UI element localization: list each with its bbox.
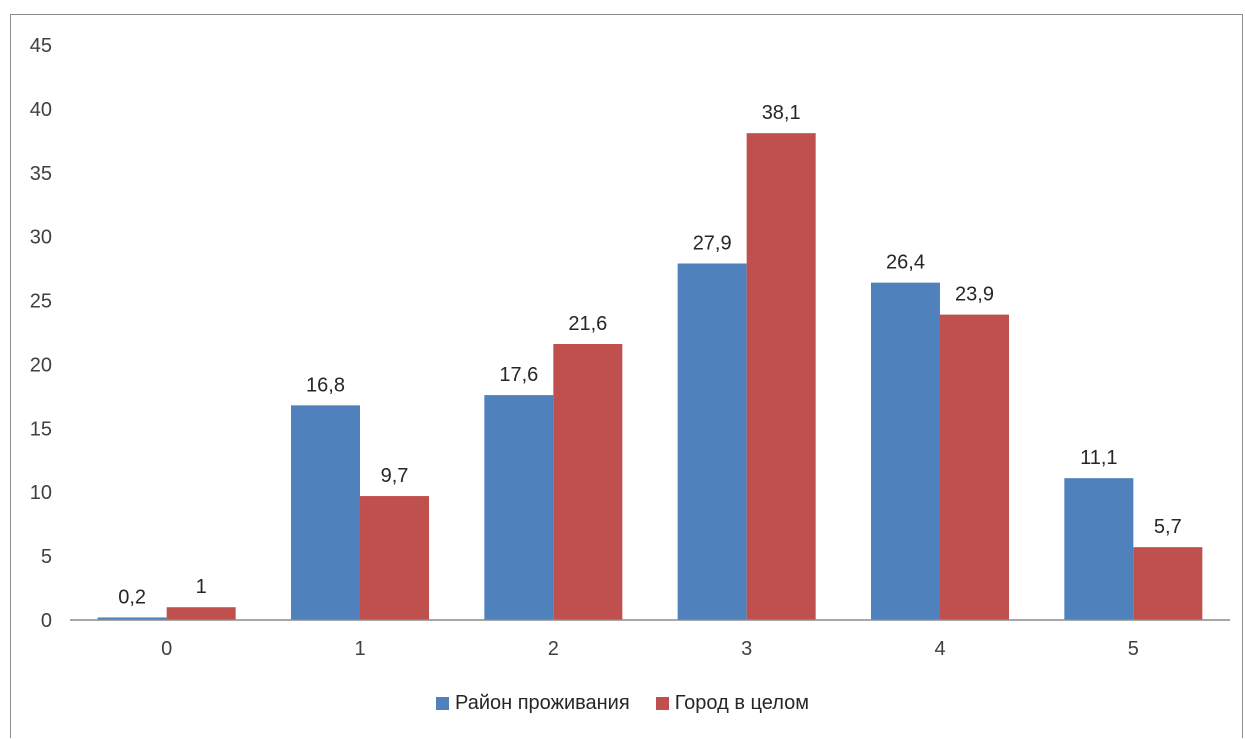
x-tick-label: 3 bbox=[741, 638, 752, 660]
bar-series-2-cat-0[interactable] bbox=[166, 607, 236, 620]
y-tick-label: 0 bbox=[41, 610, 52, 632]
data-label-series-2-cat-2: 21,6 bbox=[568, 313, 607, 335]
data-label-series-1-cat-0: 0,2 bbox=[118, 586, 146, 608]
data-label-series-2-cat-4: 23,9 bbox=[955, 284, 994, 306]
legend-label-series-2: Город в целом bbox=[674, 692, 809, 714]
data-label-series-2-cat-0: 1 bbox=[196, 576, 207, 598]
y-tick-label: 15 bbox=[30, 418, 52, 440]
y-tick-label: 45 bbox=[30, 35, 52, 57]
y-tick-label: 25 bbox=[30, 291, 52, 313]
data-label-series-1-cat-3: 27,9 bbox=[693, 233, 732, 255]
data-label-series-1-cat-1: 16,8 bbox=[306, 374, 345, 396]
bar-series-1-cat-0[interactable] bbox=[97, 617, 167, 620]
bars bbox=[97, 133, 1203, 621]
data-label-series-1-cat-5: 11,1 bbox=[1080, 447, 1117, 469]
x-tick-label: 0 bbox=[161, 638, 172, 660]
legend: Район проживания Город в целом bbox=[0, 692, 1245, 715]
bar-series-1-cat-3[interactable] bbox=[677, 263, 747, 621]
data-labels: 0,2 1 16,8 9,7 17,6 21,6 27,9 38,1 26,4 23,9 11,1 5… bbox=[118, 102, 1181, 608]
y-tick-label: 40 bbox=[30, 99, 52, 121]
bar-series-2-cat-4[interactable] bbox=[940, 314, 1009, 620]
y-tick-label: 20 bbox=[30, 354, 52, 376]
y-tick-label: 5 bbox=[41, 546, 52, 568]
bar-series-1-cat-1[interactable] bbox=[291, 405, 360, 620]
x-tick-label: 1 bbox=[354, 638, 365, 660]
bar-series-2-cat-3[interactable] bbox=[746, 133, 816, 620]
data-label-series-2-cat-5: 5,7 bbox=[1154, 516, 1182, 538]
y-axis-ticks: 0 5 10 15 20 25 30 35 40 45 bbox=[30, 35, 52, 632]
data-label-series-1-cat-2: 17,6 bbox=[499, 364, 538, 386]
data-label-series-2-cat-1: 9,7 bbox=[381, 465, 409, 487]
legend-item-series-1[interactable]: Район проживания bbox=[436, 692, 630, 715]
data-label-series-2-cat-3: 38,1 bbox=[762, 102, 801, 124]
bar-series-2-cat-5[interactable] bbox=[1133, 547, 1203, 620]
legend-label-series-1: Район проживания bbox=[455, 692, 630, 714]
bar-series-1-cat-5[interactable] bbox=[1064, 478, 1134, 620]
bar-series-2-cat-2[interactable] bbox=[553, 344, 623, 620]
legend-item-series-2[interactable]: Город в целом bbox=[655, 692, 809, 715]
bar-series-1-cat-4[interactable] bbox=[871, 282, 940, 620]
legend-swatch-series-1 bbox=[436, 697, 450, 710]
x-tick-label: 2 bbox=[548, 638, 559, 660]
data-label-series-1-cat-4: 26,4 bbox=[886, 252, 925, 274]
x-axis-ticks: 0 1 2 3 4 5 bbox=[161, 638, 1139, 660]
bar-series-1-cat-2[interactable] bbox=[484, 395, 554, 620]
x-tick-label: 4 bbox=[934, 638, 945, 660]
bar-series-2-cat-1[interactable] bbox=[360, 496, 429, 620]
y-tick-label: 35 bbox=[30, 163, 52, 185]
x-tick-label: 5 bbox=[1128, 638, 1139, 660]
y-tick-label: 30 bbox=[30, 227, 52, 249]
y-tick-label: 10 bbox=[30, 482, 52, 504]
legend-swatch-series-2 bbox=[655, 697, 669, 710]
